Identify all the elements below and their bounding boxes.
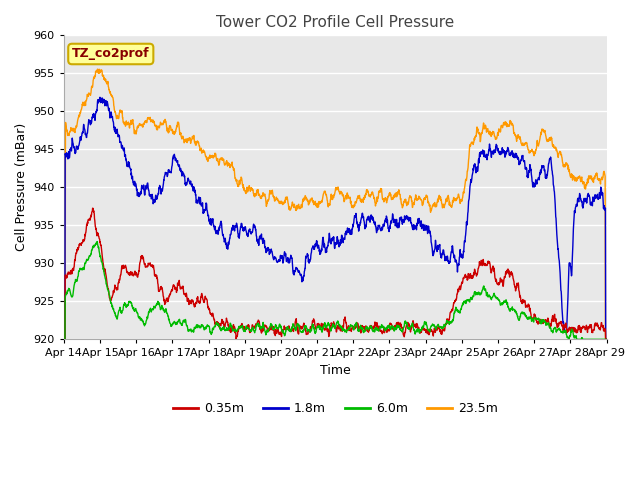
Y-axis label: Cell Pressure (mBar): Cell Pressure (mBar) — [15, 123, 28, 252]
X-axis label: Time: Time — [320, 364, 351, 377]
Text: TZ_co2prof: TZ_co2prof — [72, 48, 150, 60]
Title: Tower CO2 Profile Cell Pressure: Tower CO2 Profile Cell Pressure — [216, 15, 454, 30]
Legend: 0.35m, 1.8m, 6.0m, 23.5m: 0.35m, 1.8m, 6.0m, 23.5m — [168, 397, 503, 420]
